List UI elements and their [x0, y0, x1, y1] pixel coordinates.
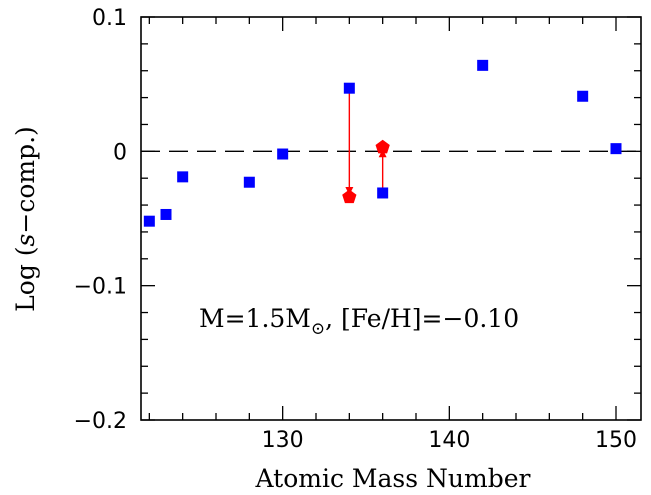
- annotation-sun-symbol: ⊙: [311, 319, 325, 339]
- data-point-square: [577, 90, 589, 102]
- y-axis-title-suffix: −comp.): [11, 126, 40, 233]
- annotation-suffix: , [Fe/H]=−0.10: [325, 304, 519, 333]
- y-tick-label: 0.1: [92, 6, 127, 31]
- data-point-square: [343, 82, 355, 94]
- annotation-prefix: M=1.5M: [199, 304, 311, 333]
- data-point-square: [177, 171, 189, 183]
- x-tick-label: 140: [428, 428, 470, 453]
- data-point-square: [377, 187, 389, 199]
- points-layer: [143, 59, 622, 227]
- y-tick-label: 0: [113, 140, 127, 165]
- data-point-square: [143, 215, 155, 227]
- data-point-square: [610, 143, 622, 155]
- y-axis-title-italic: s: [11, 234, 40, 247]
- axes-layer: 130 140 150 0.1 0 −0.1 −0.2: [74, 6, 642, 453]
- data-point-square: [477, 59, 489, 71]
- arrows-layer: [345, 88, 387, 196]
- y-tick-label: −0.2: [74, 409, 127, 434]
- plot-frame: [140, 16, 642, 421]
- data-point-square: [243, 176, 255, 188]
- data-point-pentagon: [342, 189, 357, 204]
- y-tick-label: −0.1: [74, 275, 127, 300]
- data-point-square: [160, 208, 172, 220]
- chart-annotation: M=1.5M⊙, [Fe/H]=−0.10: [199, 304, 519, 339]
- x-tick-label: 130: [262, 428, 304, 453]
- y-axis-title: Log (s−comp.): [11, 126, 40, 312]
- x-axis-title: Atomic Mass Number: [255, 464, 531, 493]
- data-point-square: [277, 148, 289, 160]
- data-point-pentagon: [375, 139, 390, 154]
- y-axis-title-prefix: Log (: [11, 246, 40, 311]
- x-tick-label: 150: [595, 428, 637, 453]
